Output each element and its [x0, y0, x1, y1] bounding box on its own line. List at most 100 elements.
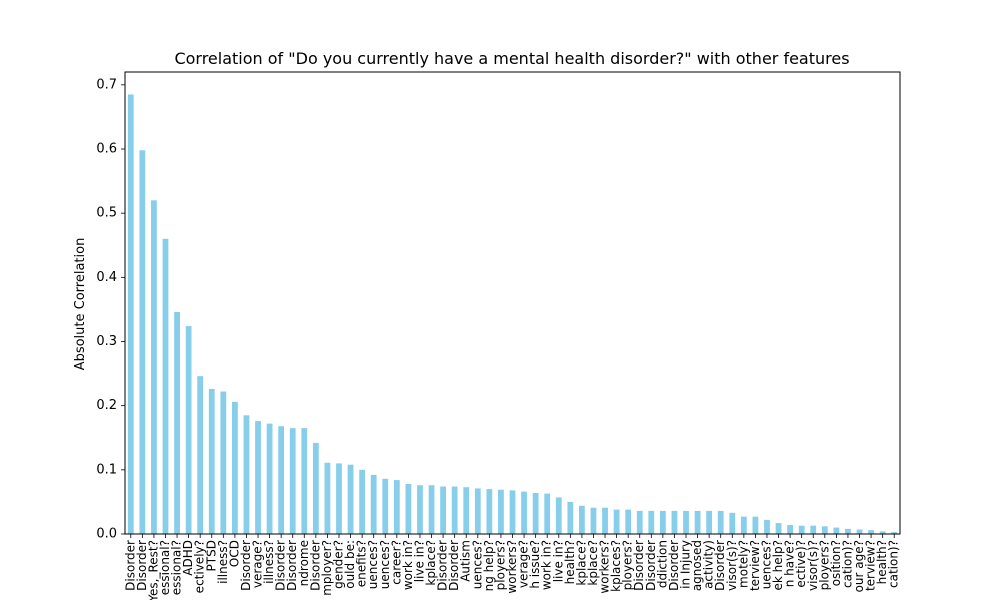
bar: [694, 510, 701, 534]
bar: [740, 516, 747, 534]
y-tick-label: 0.1: [96, 462, 117, 477]
bar: [208, 388, 215, 534]
bar: [220, 391, 227, 534]
bar: [521, 491, 527, 534]
x-tick-label: essional?: [158, 540, 172, 595]
x-tick-label: Disorder: [274, 540, 288, 591]
x-tick-label: Disorder: [632, 540, 646, 591]
x-tick-label: verage?: [517, 540, 531, 588]
y-tick-label: 0.5: [96, 206, 117, 221]
bar: [312, 442, 319, 534]
x-tick-label: Disorder: [285, 540, 299, 591]
x-tick-label: visor(s)?: [725, 540, 739, 591]
y-tick-label: 0.6: [96, 142, 117, 157]
x-tick-label: verage?: [251, 540, 265, 588]
x-tick-label: ployers?: [621, 540, 635, 590]
bar: [474, 488, 481, 534]
y-tick-label: 0.0: [96, 527, 117, 542]
bar: [486, 489, 493, 534]
bar: [255, 421, 261, 534]
bar: [417, 485, 423, 534]
bar: [636, 510, 643, 534]
bar: [197, 376, 204, 534]
x-tick-label: ng help?: [482, 540, 496, 591]
bar: [451, 486, 458, 534]
bar: [347, 464, 354, 534]
x-tick-label: essional?: [170, 540, 184, 595]
bar: [289, 428, 296, 535]
bar: [428, 485, 435, 534]
x-tick-label: kplace?: [586, 540, 600, 586]
x-tick-label: osition?: [829, 540, 843, 586]
bar: [764, 519, 770, 534]
y-axis-label: Absolute Correlation: [73, 238, 88, 371]
x-axis: DisorderDisorderYes,_Rest?essional?essio…: [123, 534, 901, 600]
x-tick-label: kplace?: [424, 540, 438, 586]
bar: [810, 525, 817, 534]
bar: [659, 510, 666, 534]
bar: [278, 426, 285, 534]
x-tick-label: terview?: [748, 540, 762, 591]
x-tick-label: kplace?: [574, 540, 588, 586]
bar: [185, 326, 192, 534]
x-tick-label: Disorder: [447, 540, 461, 591]
x-tick-label: PTSD: [204, 540, 218, 571]
x-tick-label: cation)?: [887, 540, 901, 588]
x-tick-label: visor(s)?: [806, 540, 820, 591]
bar: [729, 512, 736, 534]
x-tick-label: agnosed: [690, 540, 704, 591]
x-tick-label: enefits?: [355, 540, 369, 587]
y-tick-label: 0.2: [96, 398, 117, 413]
x-tick-label: Disorder: [713, 540, 727, 591]
x-tick-label: terview?: [864, 540, 878, 591]
bar: [266, 423, 273, 534]
x-tick-label: mployer?: [320, 540, 334, 596]
bar: [567, 501, 574, 534]
bar: [775, 523, 782, 534]
bar: [544, 493, 551, 534]
bars-group: [127, 94, 898, 535]
bar: [151, 200, 157, 534]
chart-title: Correlation of "Do you currently have a …: [174, 49, 849, 68]
bar: [648, 510, 655, 534]
x-tick-label: Yes,_Rest?: [146, 540, 160, 600]
bar: [370, 474, 377, 534]
bar: [625, 509, 632, 534]
bar: [579, 505, 585, 534]
x-tick-label: kplaces?: [609, 540, 623, 592]
x-tick-label: ective)?: [794, 540, 808, 588]
bar: [174, 311, 180, 534]
x-tick-label: Disorder: [135, 540, 149, 591]
bar: [382, 478, 389, 534]
y-tick-label: 0.4: [96, 270, 117, 285]
x-tick-label: work in?: [540, 540, 554, 590]
x-tick-label: work in?: [401, 540, 415, 590]
x-tick-label: workers?: [505, 540, 519, 594]
bar: [683, 510, 689, 534]
bar: [891, 532, 898, 534]
bar: [393, 480, 400, 534]
bar: [602, 507, 608, 534]
x-tick-label: live in?: [551, 540, 565, 582]
x-tick-label: Disorder: [123, 540, 137, 591]
x-tick-label: cation)?: [840, 540, 854, 588]
x-tick-label: activity): [702, 540, 716, 589]
bar: [127, 94, 134, 535]
y-axis: 0.0 0.1 0.2 0.3 0.4 0.5 0.6 0.7: [96, 77, 125, 542]
bar: [162, 238, 169, 534]
plot-frame: [124, 71, 901, 535]
x-tick-label: ddiction: [655, 540, 669, 588]
x-tick-label: career?: [389, 540, 403, 585]
bar: [787, 525, 793, 534]
bar: [590, 507, 597, 534]
x-tick-label: uences?: [378, 540, 392, 589]
bar: [717, 510, 724, 534]
x-tick-label: Autism: [459, 540, 473, 582]
x-tick-label: live in?: [412, 540, 426, 582]
bar: [798, 525, 805, 534]
x-tick-label: n have?: [783, 540, 797, 587]
bar: [509, 490, 516, 534]
x-tick-label: ectively?: [193, 540, 207, 593]
bar: [440, 486, 446, 534]
